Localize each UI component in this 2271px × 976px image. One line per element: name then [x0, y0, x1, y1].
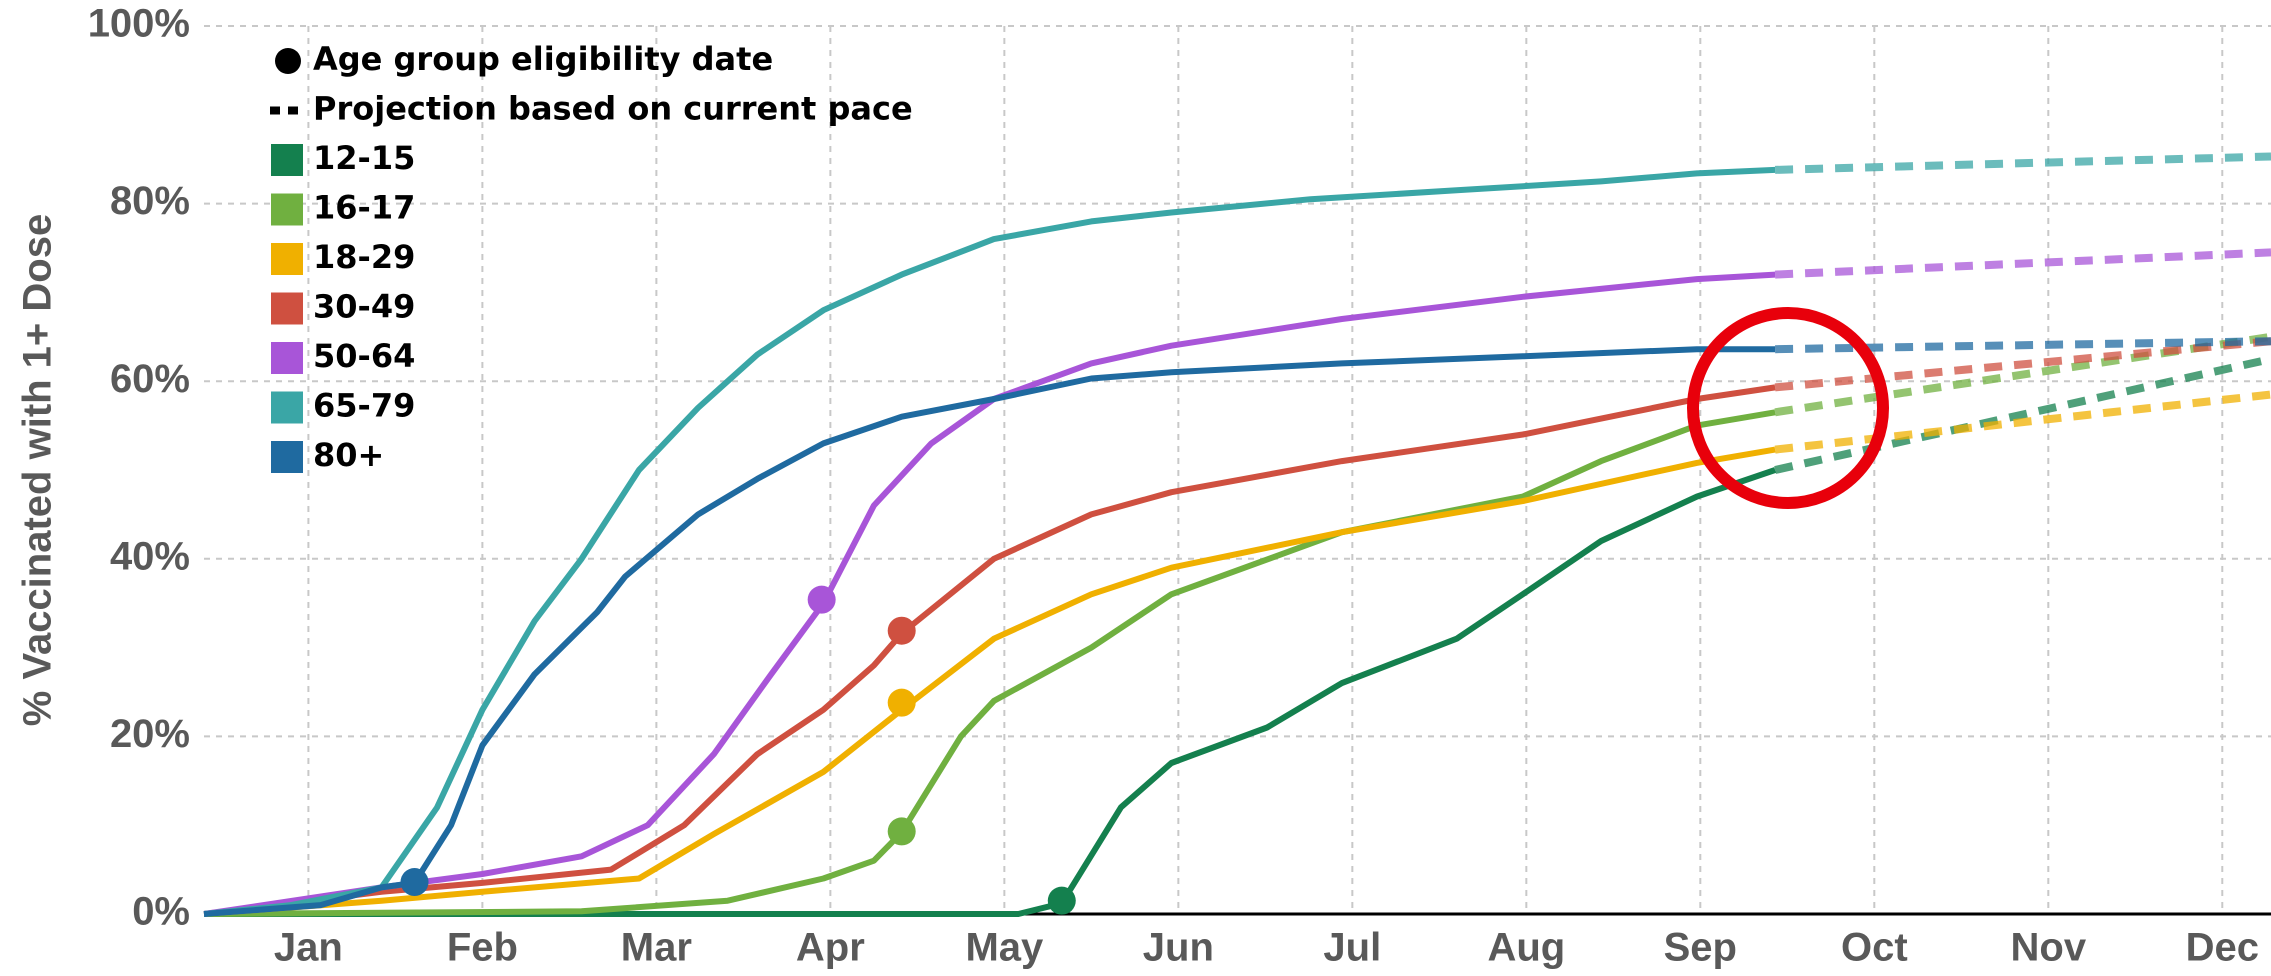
legend-label: 16-17	[313, 189, 415, 227]
legend-marker	[275, 48, 301, 74]
legend-swatch	[271, 391, 303, 424]
legend-swatch	[271, 193, 303, 226]
x-tick-label: Sep	[1664, 926, 1737, 970]
eligibility-marker	[887, 616, 916, 645]
projection-line	[1774, 152, 2271, 174]
y-tick-label: 60%	[110, 357, 190, 401]
y-tick-label: 80%	[110, 179, 190, 223]
legend-label: 65-79	[313, 387, 415, 425]
grid: 0% 20% 40% 60% 80% 100% Jan Feb Mar Apr May Jun Jul A…	[88, 2, 2271, 970]
legend-label: 80+	[313, 436, 384, 474]
legend-label: Age group eligibility date	[313, 40, 773, 78]
projection-line	[1774, 332, 2271, 417]
legend-label: 50-64	[313, 337, 415, 375]
legend-swatch	[271, 243, 303, 275]
projection-line	[1774, 390, 2271, 454]
eligibility-marker	[887, 688, 916, 717]
x-tick-label: Jul	[1323, 926, 1381, 970]
x-tick-label: Mar	[621, 926, 692, 970]
x-tick-label: May	[965, 926, 1044, 970]
eligibility-marker	[807, 585, 836, 614]
legend-swatch	[271, 292, 303, 325]
y-tick-label: 0%	[132, 890, 190, 934]
projection-line	[1774, 337, 2271, 392]
projection-line	[1774, 248, 2271, 279]
series-line	[203, 271, 1776, 917]
x-tick-label: Aug	[1487, 926, 1565, 970]
eligibility-marker	[1047, 886, 1076, 915]
x-tick-label: Oct	[1841, 926, 1908, 970]
eligibility-marker	[400, 868, 429, 897]
series-line	[203, 409, 1776, 917]
legend-swatch	[271, 144, 303, 176]
series-line	[203, 166, 1776, 917]
series-line	[203, 384, 1776, 917]
y-tick-label: 20%	[110, 712, 190, 756]
legend-label: Projection based on current pace	[313, 90, 913, 128]
legend-label: 18-29	[313, 238, 415, 276]
y-axis-label: % Vaccinated with 1+ Dose	[16, 214, 60, 726]
legend-label: 12-15	[313, 139, 415, 177]
highlight-circle	[1687, 307, 1889, 509]
y-tick-label: 40%	[110, 534, 190, 578]
y-tick-label: 100%	[88, 2, 190, 46]
legend-label: 30-49	[313, 288, 415, 326]
x-tick-label: Dec	[2186, 926, 2259, 970]
x-tick-label: Nov	[2011, 926, 2087, 970]
series-line	[203, 446, 1776, 917]
x-tick-label: Feb	[447, 926, 518, 970]
eligibility-marker	[887, 817, 916, 846]
projection-line	[1775, 337, 2271, 354]
legend-swatch	[271, 441, 303, 473]
legend: Age group eligibility date Projection bas…	[270, 40, 913, 474]
lines	[203, 152, 2271, 917]
x-tick-label: Apr	[796, 926, 865, 970]
x-tick-label: Jun	[1143, 926, 1214, 970]
legend-swatch	[271, 342, 303, 374]
x-tick-label: Jan	[274, 926, 343, 970]
projection-line	[1774, 355, 2271, 474]
